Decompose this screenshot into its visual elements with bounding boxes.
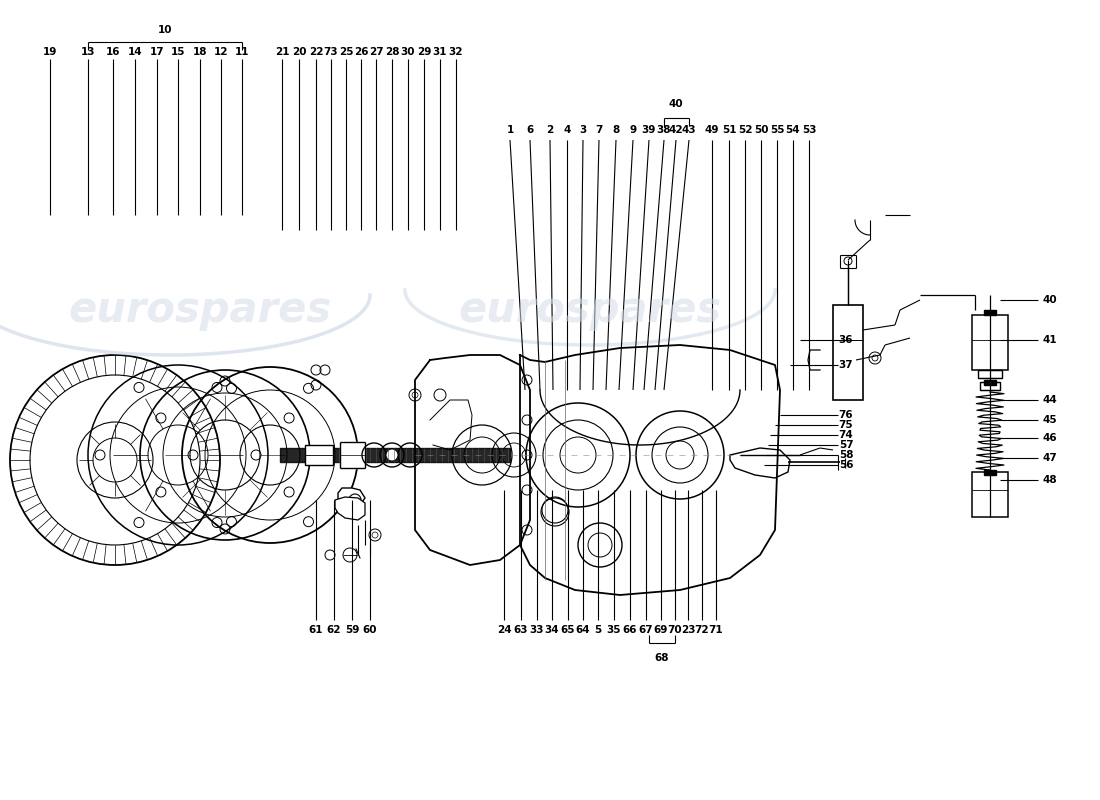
Text: 50: 50: [754, 125, 768, 135]
Text: 75: 75: [838, 420, 854, 430]
Polygon shape: [340, 442, 365, 468]
Text: 15: 15: [170, 47, 185, 57]
Text: 60: 60: [363, 625, 377, 635]
Text: 49: 49: [705, 125, 719, 135]
Text: 2: 2: [547, 125, 553, 135]
Text: 73: 73: [323, 47, 339, 57]
Text: 52: 52: [738, 125, 752, 135]
Text: 67: 67: [639, 625, 653, 635]
Text: 6: 6: [527, 125, 534, 135]
FancyBboxPatch shape: [972, 315, 1008, 370]
Text: 40: 40: [669, 99, 683, 109]
Text: 40: 40: [1043, 295, 1057, 305]
Circle shape: [386, 449, 398, 461]
Text: 5: 5: [594, 625, 602, 635]
Polygon shape: [980, 382, 1000, 390]
Text: 31: 31: [432, 47, 448, 57]
Text: 59: 59: [344, 625, 360, 635]
Text: 53: 53: [802, 125, 816, 135]
Polygon shape: [984, 470, 996, 475]
Text: 43: 43: [682, 125, 696, 135]
Polygon shape: [978, 370, 1002, 378]
Text: 35: 35: [607, 625, 621, 635]
Text: 22: 22: [309, 47, 323, 57]
FancyBboxPatch shape: [305, 445, 333, 465]
Text: 8: 8: [613, 125, 619, 135]
Text: 36: 36: [838, 335, 854, 345]
Text: 11: 11: [234, 47, 250, 57]
Polygon shape: [984, 310, 996, 315]
Text: 14: 14: [128, 47, 142, 57]
Text: 3: 3: [580, 125, 586, 135]
Text: 56: 56: [838, 460, 854, 470]
Text: 38: 38: [657, 125, 671, 135]
Text: 37: 37: [838, 360, 854, 370]
Text: 27: 27: [368, 47, 383, 57]
Text: 19: 19: [43, 47, 57, 57]
Text: 26: 26: [354, 47, 368, 57]
Text: 24: 24: [497, 625, 512, 635]
Text: 71: 71: [708, 625, 724, 635]
Polygon shape: [338, 488, 365, 510]
Text: 69: 69: [653, 625, 668, 635]
Polygon shape: [984, 380, 996, 385]
Text: 54: 54: [785, 125, 801, 135]
Text: 17: 17: [150, 47, 164, 57]
Text: 4: 4: [563, 125, 571, 135]
Text: 32: 32: [449, 47, 463, 57]
Text: 55: 55: [770, 125, 784, 135]
Text: 66: 66: [623, 625, 637, 635]
Text: 58: 58: [838, 450, 854, 460]
Text: 62: 62: [327, 625, 341, 635]
FancyBboxPatch shape: [972, 472, 1008, 517]
Text: 18: 18: [192, 47, 207, 57]
Text: 28: 28: [385, 47, 399, 57]
Text: 12: 12: [213, 47, 229, 57]
Text: 23: 23: [681, 625, 695, 635]
Text: 57: 57: [838, 440, 854, 450]
Text: 70: 70: [668, 625, 682, 635]
Text: 10: 10: [157, 25, 173, 35]
Text: 65: 65: [561, 625, 575, 635]
Text: 46: 46: [1043, 433, 1057, 443]
Text: 1: 1: [506, 125, 514, 135]
FancyBboxPatch shape: [833, 305, 864, 400]
Text: 34: 34: [544, 625, 559, 635]
Text: 63: 63: [514, 625, 528, 635]
Text: 61: 61: [309, 625, 323, 635]
Text: 48: 48: [1043, 475, 1057, 485]
Text: 33: 33: [530, 625, 544, 635]
Text: 64: 64: [575, 625, 591, 635]
Text: 44: 44: [1043, 395, 1057, 405]
Text: 30: 30: [400, 47, 416, 57]
Text: 45: 45: [1043, 415, 1057, 425]
Text: 42: 42: [669, 125, 683, 135]
Text: 72: 72: [695, 625, 710, 635]
Text: 68: 68: [654, 653, 669, 663]
Text: eurospares: eurospares: [459, 289, 722, 331]
Text: 41: 41: [1043, 335, 1057, 345]
Text: 9: 9: [629, 125, 637, 135]
Text: 51: 51: [722, 125, 736, 135]
Text: 47: 47: [1043, 453, 1057, 463]
Polygon shape: [336, 497, 365, 520]
Text: 20: 20: [292, 47, 306, 57]
Text: 16: 16: [106, 47, 120, 57]
Text: 13: 13: [80, 47, 96, 57]
Text: 39: 39: [641, 125, 657, 135]
Text: eurospares: eurospares: [68, 289, 331, 331]
Text: 7: 7: [595, 125, 603, 135]
Text: 76: 76: [838, 410, 854, 420]
Polygon shape: [730, 448, 790, 478]
Text: 21: 21: [275, 47, 289, 57]
Text: 25: 25: [339, 47, 353, 57]
Text: 74: 74: [838, 430, 854, 440]
Circle shape: [872, 355, 878, 361]
Text: 29: 29: [417, 47, 431, 57]
